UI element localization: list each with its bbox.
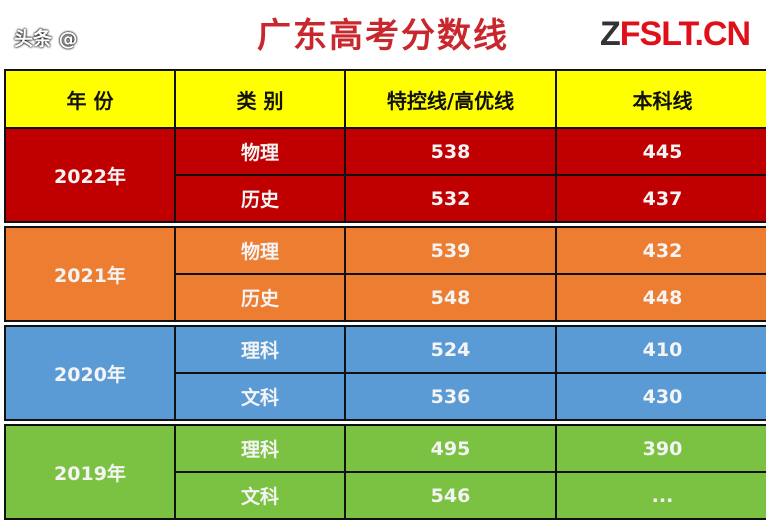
category-cell: 历史 (174, 174, 346, 223)
undergrad-line-cell: 445 (555, 127, 766, 176)
undergrad-line-cell: 437 (555, 174, 766, 223)
group-separator (5, 419, 766, 426)
category-cell: 历史 (174, 273, 346, 322)
category-cell: 文科 (174, 372, 346, 421)
group-separator (5, 221, 766, 228)
header-row: 年 份 类 别 特控线/高优线 本科线 (4, 69, 766, 129)
watermark-text: 头条 @ (14, 28, 78, 50)
category-cell: 文科 (174, 471, 346, 520)
table-row: 2019年 理科 495 390 (4, 424, 766, 520)
table-row: 2021年 物理 539 432 (4, 226, 766, 322)
special-line-cell: 524 (344, 325, 557, 374)
undergrad-line-cell: 432 (555, 226, 766, 275)
special-line-cell: 539 (344, 226, 557, 275)
table-row: 2022年 物理 538 445 (4, 127, 766, 223)
special-line-cell: 546 (344, 471, 557, 520)
table-row: 历史 532 437 (5, 174, 766, 223)
page-title: 广东高考分数线 (257, 16, 509, 56)
group-separator (5, 320, 766, 327)
undergrad-line-cell: ... (555, 471, 766, 520)
year-cell: 2021年 (4, 226, 176, 322)
special-line-cell: 538 (344, 127, 557, 176)
site-logo: ZFSLT.CN (600, 15, 751, 53)
special-line-cell: 532 (344, 174, 557, 223)
table-row: 历史 548 448 (5, 273, 766, 322)
score-table: 年 份 类 别 特控线/高优线 本科线 2022年 物理 538 445 历史 532 43… (4, 69, 766, 520)
header-special-line: 特控线/高优线 (344, 69, 557, 129)
year-cell: 2022年 (4, 127, 176, 223)
undergrad-line-cell: 390 (555, 424, 766, 473)
table-row: 2020年 理科 524 410 (4, 325, 766, 421)
special-line-cell: 548 (344, 273, 557, 322)
undergrad-line-cell: 410 (555, 325, 766, 374)
header-year: 年 份 (4, 69, 176, 129)
special-line-cell: 536 (344, 372, 557, 421)
undergrad-line-cell: 448 (555, 273, 766, 322)
category-cell: 物理 (174, 127, 346, 176)
year-cell: 2019年 (4, 424, 176, 520)
header-category: 类 别 (174, 69, 346, 129)
special-line-cell: 495 (344, 424, 557, 473)
category-cell: 物理 (174, 226, 346, 275)
undergrad-line-cell: 430 (555, 372, 766, 421)
header-undergrad-line: 本科线 (555, 69, 766, 129)
year-cell: 2020年 (4, 325, 176, 421)
category-cell: 理科 (174, 424, 346, 473)
category-cell: 理科 (174, 325, 346, 374)
